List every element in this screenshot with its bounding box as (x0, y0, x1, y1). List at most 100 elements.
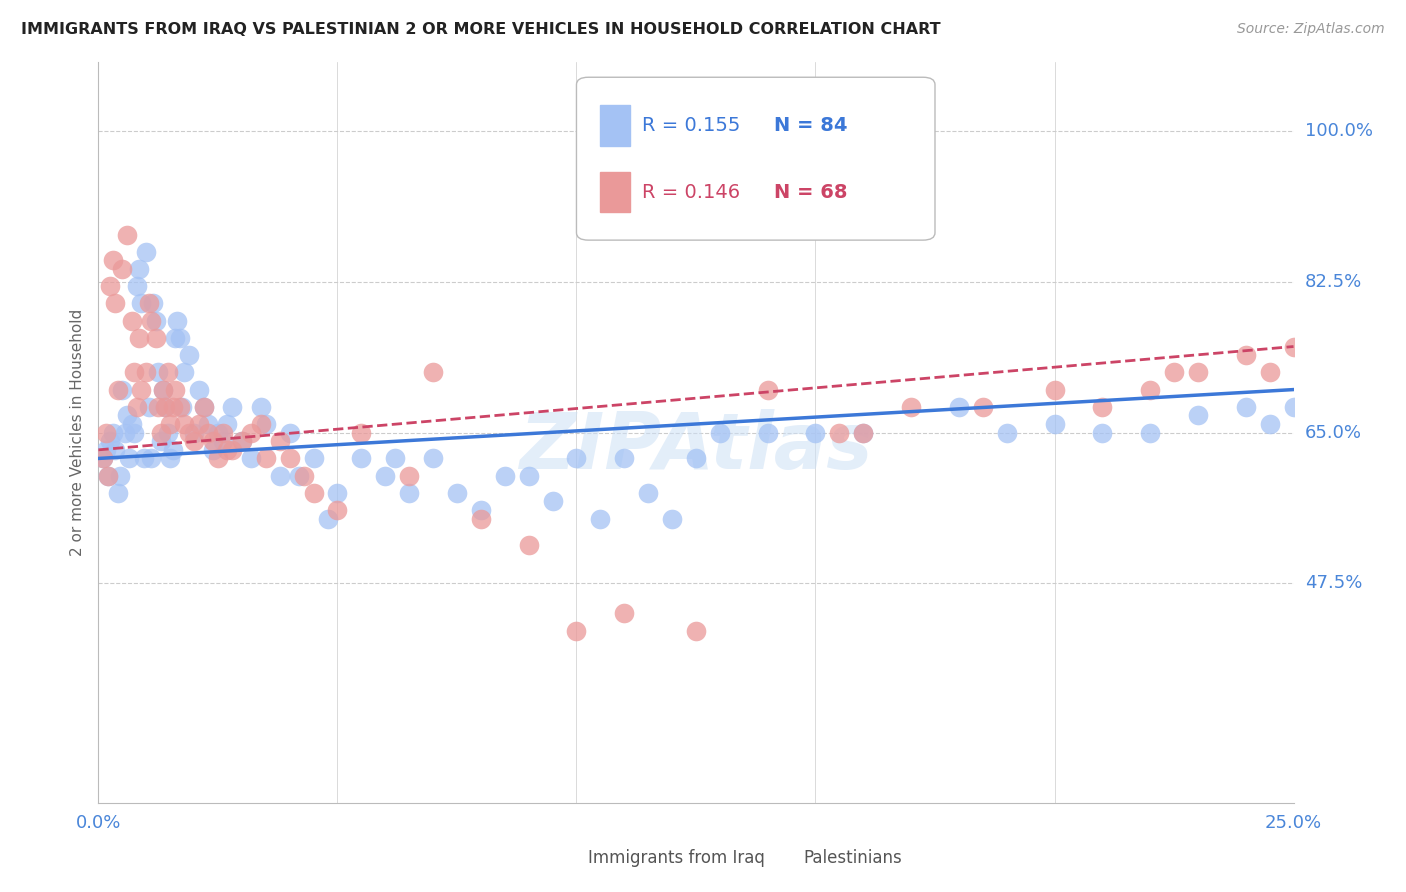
Point (149, 425, 172, 440)
Point (94, 425, 117, 440)
Point (637, 486, 659, 500)
Point (128, 262, 150, 277)
Point (156, 425, 179, 440)
Point (159, 451, 181, 466)
Point (852, 425, 875, 440)
Point (111, 383, 134, 397)
Point (240, 451, 263, 466)
Point (995, 425, 1018, 440)
Point (613, 451, 636, 466)
Point (613, 607, 636, 621)
Point (108, 468, 131, 483)
Point (254, 451, 277, 466)
Text: R = 0.146: R = 0.146 (643, 183, 741, 202)
Point (756, 425, 779, 440)
Point (756, 383, 779, 397)
Point (207, 425, 229, 440)
Text: 65.0%: 65.0% (1305, 424, 1361, 442)
Point (125, 400, 148, 414)
Point (91, 451, 114, 466)
Point (162, 400, 184, 414)
Point (278, 425, 301, 440)
Y-axis label: 2 or more Vehicles in Household: 2 or more Vehicles in Household (69, 309, 84, 557)
Point (179, 425, 201, 440)
Text: N = 84: N = 84 (773, 116, 848, 135)
Point (118, 451, 141, 466)
Point (326, 486, 349, 500)
Text: 47.5%: 47.5% (1305, 574, 1362, 592)
Point (972, 400, 994, 414)
Point (142, 296, 165, 310)
Point (804, 425, 827, 440)
Text: R = 0.155: R = 0.155 (643, 116, 741, 135)
Point (240, 425, 263, 440)
Point (302, 451, 325, 466)
Point (183, 425, 205, 440)
Point (221, 400, 243, 414)
Point (169, 400, 191, 414)
Point (1282, 339, 1305, 353)
Point (121, 417, 143, 431)
Point (172, 400, 194, 414)
Text: Immigrants from Iraq: Immigrants from Iraq (589, 849, 765, 867)
Point (107, 486, 129, 500)
Point (1187, 409, 1209, 423)
Text: N = 68: N = 68 (773, 183, 848, 202)
Point (187, 383, 209, 397)
Point (101, 253, 124, 268)
Point (384, 451, 406, 466)
Point (661, 512, 683, 526)
Point (250, 400, 273, 414)
Point (517, 468, 540, 483)
Point (494, 468, 516, 483)
Point (135, 365, 157, 379)
Point (163, 383, 186, 397)
Point (91, 451, 114, 466)
Point (231, 434, 253, 449)
Bar (768, 842, 797, 875)
Point (131, 296, 153, 310)
Point (94, 442, 117, 457)
Point (114, 425, 136, 440)
Point (1163, 365, 1185, 379)
Point (145, 331, 167, 345)
Point (302, 486, 325, 500)
Point (269, 434, 291, 449)
Point (269, 468, 291, 483)
Point (197, 425, 219, 440)
Point (104, 296, 127, 310)
Point (565, 624, 588, 638)
Point (1043, 417, 1066, 431)
Point (948, 400, 970, 414)
Point (254, 417, 277, 431)
Point (145, 314, 167, 328)
Point (221, 442, 243, 457)
Point (1139, 383, 1161, 397)
Point (156, 365, 179, 379)
Bar (600, 171, 630, 212)
Point (149, 434, 172, 449)
Point (517, 537, 540, 551)
Point (101, 425, 124, 440)
Point (98, 279, 122, 293)
Point (115, 227, 138, 242)
Point (350, 425, 373, 440)
Point (104, 442, 127, 457)
Point (326, 503, 349, 517)
Point (97, 468, 120, 483)
Point (197, 417, 219, 431)
Text: ZIPAtlas: ZIPAtlas (519, 409, 873, 485)
Bar (600, 105, 630, 145)
Point (685, 624, 707, 638)
Point (316, 512, 339, 526)
Point (852, 425, 875, 440)
Point (541, 494, 564, 508)
Point (202, 442, 225, 457)
Point (202, 434, 225, 449)
Point (132, 451, 155, 466)
Point (107, 383, 129, 397)
Point (173, 417, 195, 431)
Point (422, 365, 444, 379)
Point (138, 400, 160, 414)
Point (565, 451, 588, 466)
